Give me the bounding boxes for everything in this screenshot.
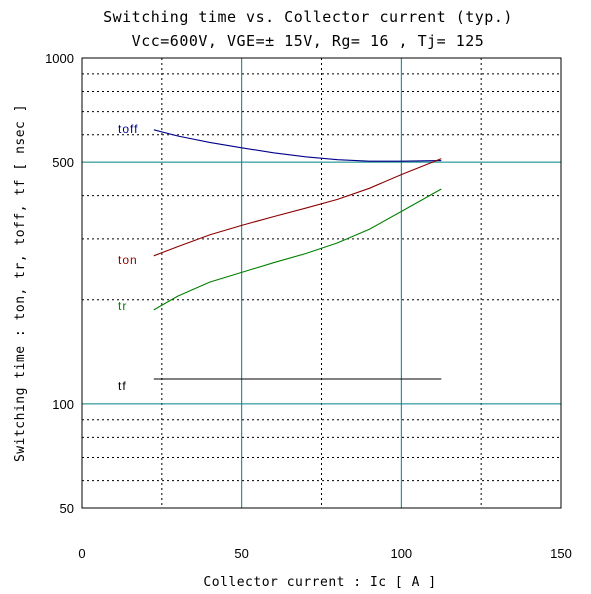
series-label-toff: toff [118,122,138,136]
y-tick-label: 1000 [45,51,74,66]
chart-subtitle: Vcc=600V, VGE=± 15V, Rg= 16 , Tj= 125 [132,32,485,50]
chart-title: Switching time vs. Collector current (ty… [103,8,513,26]
grid [82,58,561,508]
series-line-toff [153,129,442,162]
plot-frame [81,57,562,509]
x-axis-label: Collector current : Ic [ A ] [203,575,436,590]
series-labels: toff ton tr tf [118,122,138,393]
series-label-ton: ton [118,253,138,267]
x-tick-label: 50 [234,546,248,561]
y-axis-label: Switching time : ton, tr, toff, tf [ nse… [13,104,28,462]
x-tick-label: 0 [78,546,85,561]
y-tick-label: 500 [52,155,74,170]
x-tick-label: 100 [390,546,412,561]
series-group [153,129,442,380]
series-line-tr [153,188,442,311]
series-line-ton [153,158,442,257]
y-tick-label: 50 [60,501,74,516]
series-label-tf: tf [118,379,127,393]
x-tick-label: 150 [550,546,572,561]
series-label-tr: tr [118,299,127,313]
y-tick-labels: 50 100 500 1000 [45,51,74,516]
x-tick-labels: 0 50 100 150 [78,546,571,561]
y-tick-label: 100 [52,397,74,412]
